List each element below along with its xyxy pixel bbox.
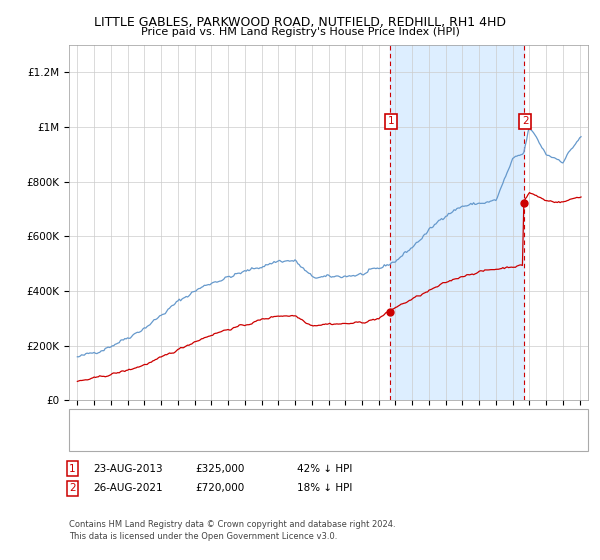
Text: 1: 1 — [69, 464, 76, 474]
Text: ——: —— — [75, 414, 100, 427]
Text: 42% ↓ HPI: 42% ↓ HPI — [297, 464, 352, 474]
Text: 2: 2 — [522, 116, 529, 127]
Text: 1: 1 — [388, 116, 395, 127]
Text: 18% ↓ HPI: 18% ↓ HPI — [297, 483, 352, 493]
Text: ——: —— — [75, 435, 100, 448]
Text: HPI: Average price, detached house, Tandridge: HPI: Average price, detached house, Tand… — [108, 437, 331, 446]
Text: LITTLE GABLES, PARKWOOD ROAD, NUTFIELD, REDHILL, RH1 4HD (detached house): LITTLE GABLES, PARKWOOD ROAD, NUTFIELD, … — [108, 416, 505, 425]
Text: 23-AUG-2013: 23-AUG-2013 — [93, 464, 163, 474]
Text: Contains HM Land Registry data © Crown copyright and database right 2024.
This d: Contains HM Land Registry data © Crown c… — [69, 520, 395, 541]
Text: £325,000: £325,000 — [195, 464, 244, 474]
Bar — [389, 45, 524, 400]
Text: 2: 2 — [69, 483, 76, 493]
Text: £720,000: £720,000 — [195, 483, 244, 493]
Text: LITTLE GABLES, PARKWOOD ROAD, NUTFIELD, REDHILL, RH1 4HD: LITTLE GABLES, PARKWOOD ROAD, NUTFIELD, … — [94, 16, 506, 29]
Text: 26-AUG-2021: 26-AUG-2021 — [93, 483, 163, 493]
Text: Price paid vs. HM Land Registry's House Price Index (HPI): Price paid vs. HM Land Registry's House … — [140, 27, 460, 38]
